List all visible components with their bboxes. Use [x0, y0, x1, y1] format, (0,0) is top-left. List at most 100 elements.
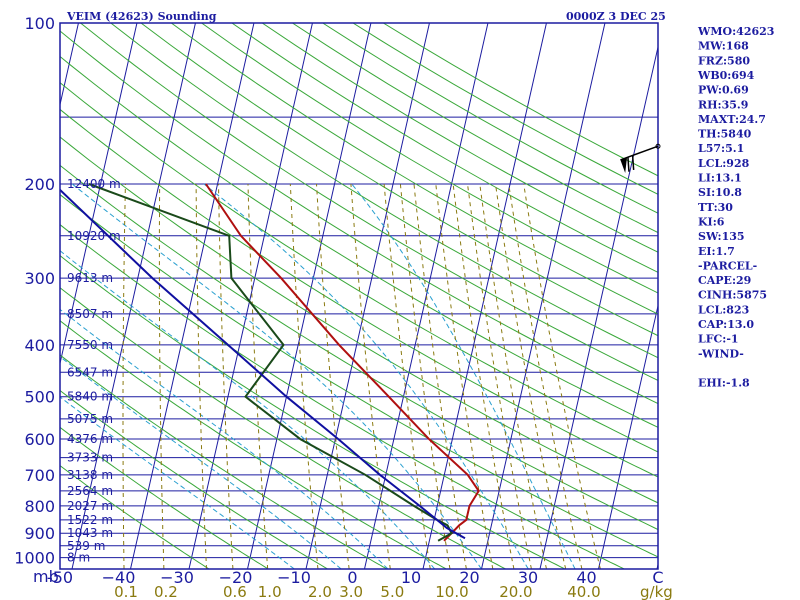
- mixing-ratio-line: [289, 183, 319, 569]
- index-line: WB0:694: [697, 69, 755, 82]
- height-label: 4376 m: [67, 432, 113, 446]
- height-label: 5075 m: [67, 412, 113, 426]
- chart-time: 0000Z 3 DEC 25: [566, 10, 666, 23]
- mixing-ratio-line: [247, 183, 269, 569]
- height-label: 5840 m: [67, 390, 113, 404]
- dry-adiabat: [60, 136, 658, 504]
- index-line: EI:1.7: [698, 245, 735, 258]
- pressure-tick-label: 700: [24, 466, 55, 485]
- index-line: LFC:-1: [698, 333, 739, 346]
- temperature-tick-label: C: [652, 568, 663, 587]
- pressure-tick-label: 500: [24, 388, 55, 407]
- moist-adiabat: [60, 308, 389, 569]
- temperature-line: [205, 183, 480, 542]
- pressure-tick-label: 300: [24, 269, 55, 288]
- parcel-line: [60, 188, 466, 540]
- dry-adiabat: [140, 23, 658, 337]
- height-label: 539 m: [67, 539, 105, 553]
- mixing-ratio-tick-label: 5.0: [380, 583, 404, 600]
- mixing-ratio-line: [523, 183, 601, 569]
- height-label: 8 m: [67, 551, 90, 565]
- mixing-ratio-tick-label: 10.0: [435, 583, 468, 600]
- dry-adiabat: [80, 23, 658, 381]
- dry-adiabat: [110, 23, 658, 359]
- index-line: -WIND-: [698, 347, 744, 360]
- moist-adiabat: [203, 183, 529, 569]
- pressure-tick-label: 600: [24, 430, 55, 449]
- wind-barbs: [620, 143, 661, 174]
- height-label: 1043 m: [67, 526, 113, 540]
- index-line: KI:6: [698, 215, 725, 228]
- moist-adiabat: [60, 396, 295, 569]
- mixing-ratio-line: [122, 183, 126, 569]
- dry-adiabat: [60, 354, 388, 569]
- index-line: MAXT:24.7: [698, 113, 766, 126]
- dry-adiabat: [60, 426, 269, 569]
- dry-adiabat: [60, 465, 210, 569]
- dry-adiabat: [171, 23, 658, 315]
- dry-adiabat: [201, 23, 658, 294]
- temperature-tick-label: 30: [518, 568, 538, 587]
- moist-adiabat: [71, 183, 482, 569]
- mixing-ratio-line: [435, 183, 494, 569]
- isotherm: [422, 23, 547, 569]
- isotherm: [539, 44, 658, 569]
- height-label: 7550 m: [67, 338, 113, 352]
- temperature-tick-label: -50: [47, 568, 73, 587]
- dry-adiabat: [261, 23, 658, 253]
- mixing-ratio-line: [383, 183, 431, 569]
- background-lines: [0, 23, 658, 569]
- dry-adiabat: [60, 287, 506, 569]
- pressure-tick-label: 800: [24, 497, 55, 516]
- plot-frame: [59, 22, 659, 570]
- dry-adiabat: [60, 108, 658, 478]
- index-line: FRZ:580: [698, 54, 750, 67]
- height-label: 10920 m: [67, 229, 121, 243]
- height-label: 2027 m: [67, 499, 113, 513]
- index-line: MW:168: [698, 40, 749, 53]
- height-label: 3733 m: [67, 451, 113, 465]
- dry-adiabat: [60, 55, 658, 428]
- index-line: LCL:823: [698, 303, 749, 316]
- index-line: L57:5.1: [698, 142, 744, 155]
- index-line: LCL:928: [698, 157, 750, 170]
- dry-adiabat: [60, 255, 566, 569]
- temperature-tick-label: 10: [401, 568, 421, 587]
- mixing-ratio-line: [467, 183, 532, 569]
- temperature-tick-label: 0: [347, 568, 357, 587]
- dry-adiabat: [60, 82, 658, 453]
- mixing-ratio-line: [495, 183, 567, 569]
- mixing-ratio-tick-label: 2.0: [308, 583, 332, 600]
- mixing-ratio-line: [508, 183, 583, 569]
- dewpoint-line: [88, 183, 453, 542]
- temperature-tick-label: 40: [576, 568, 596, 587]
- isotherm: [0, 23, 20, 569]
- temperature-tick-label: 20: [459, 568, 479, 587]
- pressure-unit-label: mb: [33, 567, 59, 586]
- dry-adiabat: [60, 223, 625, 569]
- height-label: 3138 m: [67, 468, 113, 482]
- mixing-ratio-tick-label: 0.2: [154, 583, 178, 600]
- index-line: RH:35.9: [698, 98, 748, 111]
- pressure-tick-label: 1000: [14, 549, 55, 568]
- mixing-ratio-line: [195, 183, 208, 569]
- pressure-tick-label: 200: [24, 175, 55, 194]
- mixing-ratio-tick-label: 40.0: [567, 583, 600, 600]
- mixing-ratio-unit-label: g/kg: [640, 583, 673, 600]
- dry-adiabat: [60, 164, 658, 531]
- chart-title: VEIM (42623) Sounding: [66, 10, 217, 23]
- temperature-tick-label: −30: [160, 568, 194, 587]
- index-line: TH:5840: [698, 128, 752, 141]
- dry-adiabat: [60, 320, 447, 569]
- dry-adiabat: [60, 30, 658, 405]
- index-line: PW:0.69: [698, 84, 749, 97]
- sounding-traces: [60, 183, 480, 542]
- index-line: TT:30: [698, 201, 733, 214]
- temperature-tick-label: −10: [277, 568, 311, 587]
- dry-adiabat: [231, 23, 658, 273]
- isotherm: [598, 303, 658, 569]
- height-label: 9613 m: [67, 271, 113, 285]
- mixing-ratio-line: [479, 183, 547, 569]
